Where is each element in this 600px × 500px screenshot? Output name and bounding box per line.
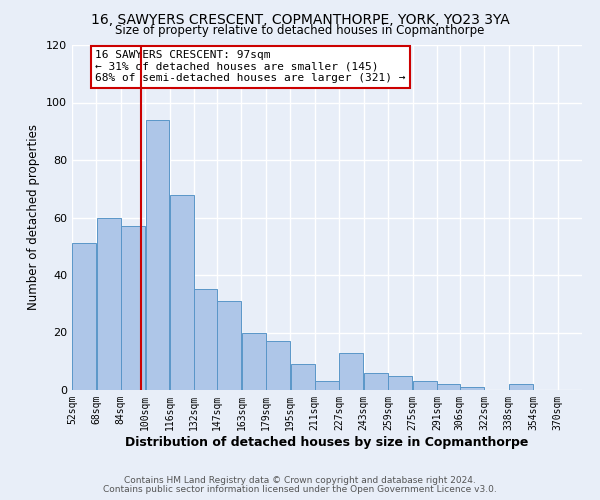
- Bar: [170, 194, 194, 390]
- Bar: [242, 332, 266, 390]
- Text: Size of property relative to detached houses in Copmanthorpe: Size of property relative to detached ho…: [115, 24, 485, 37]
- Bar: [97, 218, 121, 390]
- Bar: [194, 290, 217, 390]
- X-axis label: Distribution of detached houses by size in Copmanthorpe: Distribution of detached houses by size …: [125, 436, 529, 448]
- Bar: [437, 384, 460, 390]
- Bar: [460, 387, 484, 390]
- Text: Contains public sector information licensed under the Open Government Licence v3: Contains public sector information licen…: [103, 485, 497, 494]
- Bar: [413, 382, 437, 390]
- Bar: [315, 382, 339, 390]
- Text: 16, SAWYERS CRESCENT, COPMANTHORPE, YORK, YO23 3YA: 16, SAWYERS CRESCENT, COPMANTHORPE, YORK…: [91, 12, 509, 26]
- Bar: [146, 120, 169, 390]
- Bar: [72, 244, 96, 390]
- Bar: [509, 384, 533, 390]
- Bar: [266, 341, 290, 390]
- Bar: [340, 352, 364, 390]
- Bar: [121, 226, 145, 390]
- Bar: [290, 364, 314, 390]
- Text: Contains HM Land Registry data © Crown copyright and database right 2024.: Contains HM Land Registry data © Crown c…: [124, 476, 476, 485]
- Bar: [364, 373, 388, 390]
- Bar: [388, 376, 412, 390]
- Bar: [217, 301, 241, 390]
- Y-axis label: Number of detached properties: Number of detached properties: [28, 124, 40, 310]
- Text: 16 SAWYERS CRESCENT: 97sqm
← 31% of detached houses are smaller (145)
68% of sem: 16 SAWYERS CRESCENT: 97sqm ← 31% of deta…: [95, 50, 406, 84]
